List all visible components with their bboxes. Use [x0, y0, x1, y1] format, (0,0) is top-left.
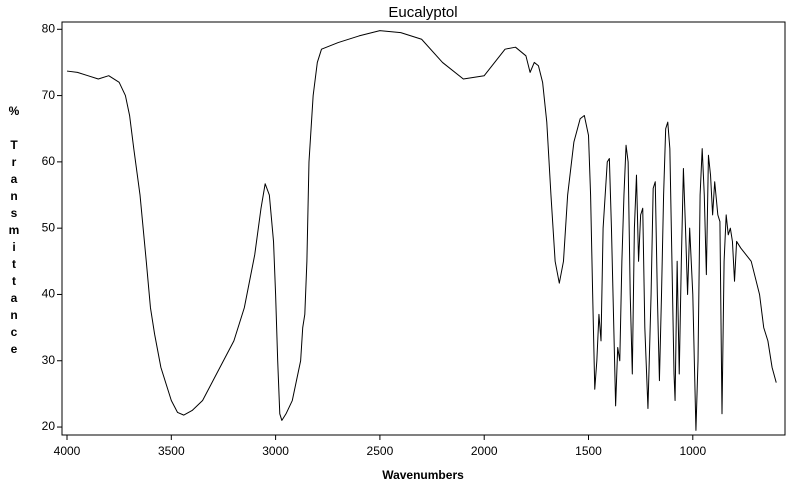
- x-tick-label: 4000: [54, 444, 81, 458]
- x-tick-label: 1500: [575, 444, 602, 458]
- x-tick-label: 3500: [158, 444, 185, 458]
- x-tick-label: 1000: [679, 444, 706, 458]
- spectrum-line: [66, 30, 777, 431]
- chart-title: Eucalyptol: [388, 4, 457, 21]
- x-tick-label: 2500: [367, 444, 394, 458]
- y-tick-label: 80: [42, 21, 56, 35]
- y-axis-label: % Transmittance: [7, 104, 21, 359]
- x-tick-label: 3000: [262, 444, 289, 458]
- y-tick-label: 20: [42, 419, 56, 433]
- y-tick-label: 70: [42, 88, 56, 102]
- x-tick-label: 2000: [471, 444, 498, 458]
- y-tick-label: 30: [42, 353, 56, 367]
- y-tick-label: 50: [42, 220, 56, 234]
- y-tick-label: 60: [42, 154, 56, 168]
- y-tick-label: 40: [42, 287, 56, 301]
- x-axis-label: Wavenumbers: [382, 468, 464, 482]
- plot-frame: [61, 21, 786, 436]
